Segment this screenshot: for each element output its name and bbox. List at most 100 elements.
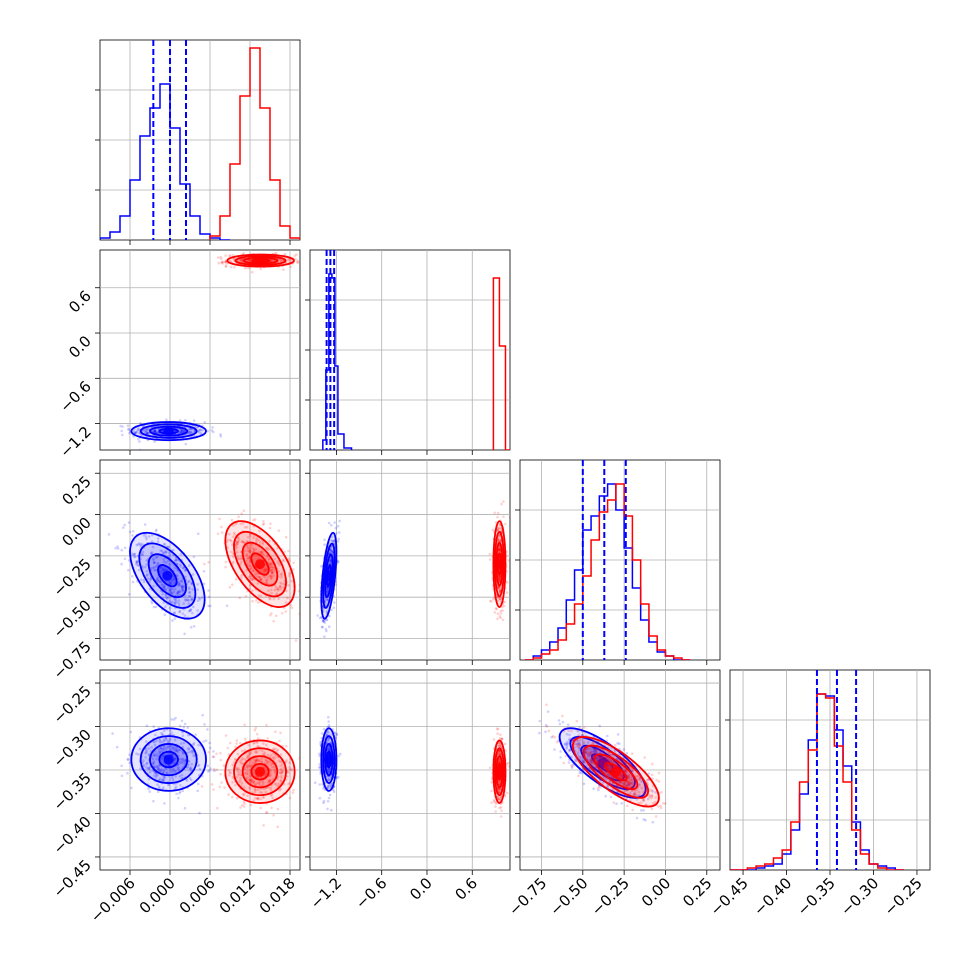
density-peak [162,570,173,581]
scatter-point [282,766,285,769]
scatter-point [156,579,159,583]
scatter-point [337,537,341,541]
scatter-point [250,778,253,782]
scatter-point [287,771,290,774]
scatter-point [587,754,591,757]
scatter-point [262,520,265,523]
scatter-point [133,431,137,434]
scatter-point [171,747,175,750]
scatter-point [146,428,150,432]
x-tick-label: −0.006 [87,874,139,926]
scatter-point [200,596,204,599]
scatter-point [611,760,614,764]
scatter-point [174,558,178,562]
scatter-point [184,759,187,762]
scatter-point [190,762,193,766]
scatter-point [227,769,231,772]
scatter-point [275,588,278,591]
scatter-point [292,568,295,571]
scatter-point [496,538,500,541]
scatter-point [626,781,630,784]
scatter-point [654,791,657,794]
scatter-point [492,798,496,802]
scatter-point [244,595,248,598]
scatter-point [279,573,283,576]
scatter-point [254,726,258,730]
scatter-point [229,254,232,257]
scatter-point [271,571,274,575]
scatter-point [490,600,493,603]
scatter-point [212,788,215,791]
scatter-point [187,760,191,763]
scatter-point [224,262,228,265]
scatter-point [246,557,249,560]
scatter-point [553,748,556,751]
scatter-point [247,556,251,559]
scatter-point [644,818,647,822]
scatter-point [279,259,282,262]
scatter-point [274,730,277,734]
scatter-point [158,740,162,744]
scatter-point [155,774,158,777]
scatter-point [499,612,503,615]
scatter-point [240,540,244,543]
scatter-point [211,426,214,429]
scatter-point [593,752,596,755]
scatter-point [498,549,502,552]
scatter-point [338,531,341,534]
scatter-point [189,608,193,611]
scatter-point [170,592,174,595]
scatter-point [643,792,647,796]
scatter-point [320,732,324,735]
scatter-point [123,557,127,561]
scatter-point [172,746,176,749]
scatter-point [189,626,193,629]
scatter-point [333,731,337,734]
scatter-point [160,750,163,753]
scatter-point [228,771,231,774]
scatter-point [203,562,206,566]
scatter-point [640,809,643,812]
scatter-point [304,803,307,806]
scatter-point [134,431,138,434]
scatter-point [496,727,499,730]
scatter-point [160,572,164,576]
scatter-point [148,767,151,770]
scatter-point [260,578,263,581]
scatter-point [323,543,326,546]
scatter-point [235,542,239,545]
scatter-point [289,265,293,269]
scatter-point [142,759,145,762]
scatter-point [488,766,492,770]
scatter-point [139,767,142,770]
scatter-point [180,580,184,583]
scatter-point [249,778,252,782]
scatter-point [296,259,300,263]
scatter-point [152,754,155,757]
y-tick-label: −0.45 [50,856,95,901]
scatter-point [178,775,182,778]
scatter-point [152,725,155,728]
scatter-point [279,779,283,782]
scatter-point [178,584,182,588]
scatter-point [256,737,260,740]
scatter-point [538,719,541,723]
scatter-point [159,580,162,584]
scatter-point [279,779,282,783]
scatter-point [168,733,172,736]
scatter-point [263,774,267,778]
scatter-point [162,748,165,751]
scatter-point [163,802,166,805]
scatter-point [498,790,501,793]
scatter-point [136,560,139,563]
scatter-point [265,760,269,763]
scatter-point [497,577,501,581]
scatter-point [499,597,503,601]
scatter-point [176,591,180,594]
scatter-point [637,783,641,786]
scatter-point [147,427,151,430]
scatter-point [182,751,185,755]
scatter-point [248,555,252,558]
scatter-point [179,784,182,787]
scatter-point [191,611,194,615]
